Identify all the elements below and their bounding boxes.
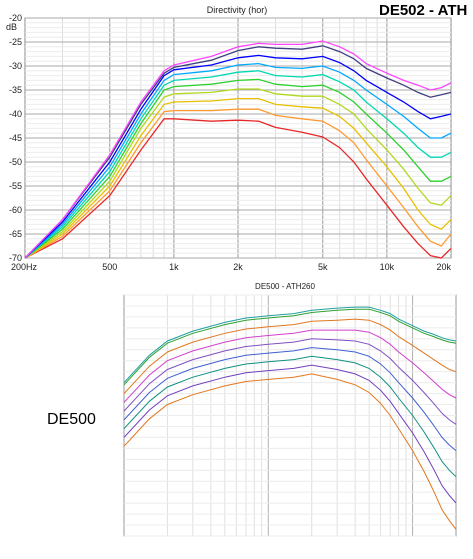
x-tick-label: 2k	[233, 262, 243, 272]
series-line-2	[123, 364, 457, 504]
series-line-2	[123, 306, 457, 383]
x-tick-label: 10k	[380, 262, 395, 272]
series-line	[24, 62, 452, 259]
chart-title: Directivity (hor)	[207, 5, 268, 15]
series-line-2	[123, 338, 457, 425]
y-tick-label: -35	[9, 85, 22, 95]
grid-2	[123, 294, 457, 537]
y-tick-label: -60	[9, 205, 22, 215]
series-line-2	[123, 373, 457, 530]
series-line-2	[123, 308, 457, 386]
x-tick-label: 500	[102, 262, 117, 272]
series-line	[24, 45, 452, 259]
x-tick-label: 1k	[169, 262, 179, 272]
chart-title-2: DE500 - ATH260	[255, 282, 315, 291]
series-line-2	[123, 355, 457, 478]
series-lines	[24, 40, 452, 259]
series-line	[24, 54, 452, 259]
series-line-2	[123, 318, 457, 394]
series-line-2	[123, 329, 457, 403]
series-line	[24, 70, 452, 259]
y-axis-label: dB	[6, 22, 17, 32]
y-tick-label: -50	[9, 157, 22, 167]
x-tick-label: 5k	[318, 262, 328, 272]
series-line	[24, 118, 452, 259]
y-tick-label: -20	[9, 13, 22, 23]
y-tick-label: -40	[9, 109, 22, 119]
side-label: DE500	[47, 411, 96, 428]
series-line	[24, 40, 452, 259]
y-tick-label: -70	[9, 253, 22, 263]
x-tick-label: 200Hz	[11, 262, 38, 272]
y-tick-labels: -20 -25 -30 -35 -40 -45 -50 -55 -60 -65 -70	[9, 13, 22, 263]
y-tick-label: -30	[9, 61, 22, 71]
series-lines-2	[123, 306, 457, 530]
x-tick-label: 20k	[436, 262, 451, 272]
series-line	[24, 78, 452, 259]
y-tick-label: -55	[9, 181, 22, 191]
series-line	[24, 108, 452, 259]
y-tick-label: -65	[9, 229, 22, 239]
series-line-2	[123, 347, 457, 451]
x-tick-labels: 200Hz 500 1k 2k 5k 10k 20k	[11, 262, 451, 272]
directivity-chart: Directivity (hor) dB -20-25-30-35-40-45-…	[6, 5, 452, 272]
y-tick-label: -45	[9, 133, 22, 143]
y-tick-label: -25	[9, 37, 22, 47]
chart-heading: DE502 - ATH	[379, 2, 468, 19]
series-line	[24, 97, 452, 259]
series-line	[24, 88, 452, 259]
